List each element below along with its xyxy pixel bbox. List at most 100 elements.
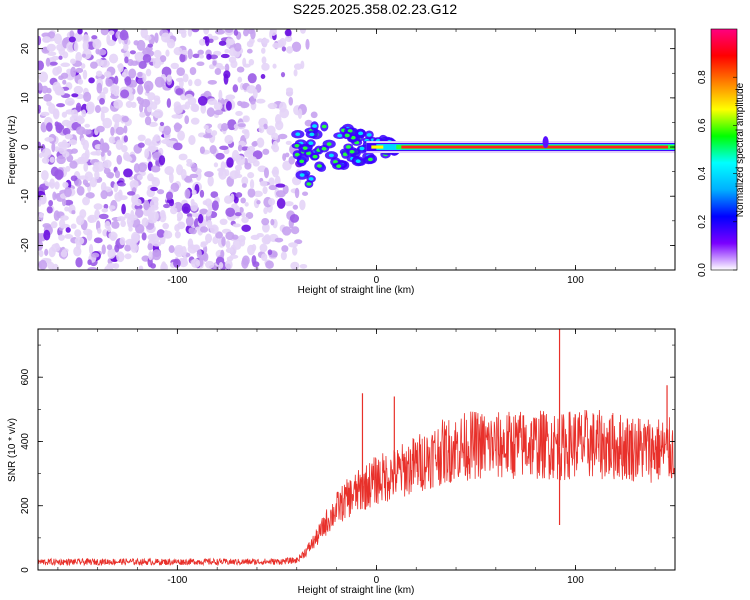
- spectrogram-noise-blob: [252, 88, 258, 99]
- snr-y-label: SNR (10 * v/v): [7, 418, 18, 482]
- spectrogram-noise-blob: [159, 121, 165, 127]
- spectrogram-noise-blob: [227, 38, 235, 44]
- spectrogram-noise-blob: [242, 115, 249, 123]
- spectrogram-noise-blob: [181, 49, 189, 55]
- spectrogram-noise-blob: [44, 137, 55, 142]
- spectrogram-noise-blob: [141, 255, 150, 262]
- spectrogram-noise-blob: [52, 81, 61, 93]
- spectrogram-noise-blob: [187, 48, 193, 60]
- spectrogram-noise-blob: [158, 155, 166, 166]
- spectrogram-noise-blob: [256, 137, 265, 148]
- spectrogram-noise-blob: [87, 267, 98, 270]
- spectrogram-transition-core: [366, 133, 372, 137]
- spectrogram-noise-blob: [159, 210, 166, 219]
- spectrogram-noise-blob: [174, 224, 180, 232]
- spectrogram-noise-blob: [237, 76, 243, 83]
- spectrogram-noise-blob: [69, 160, 78, 169]
- spectrogram-noise-blob: [243, 63, 251, 68]
- spectrogram-noise-blob: [247, 29, 255, 35]
- spectrogram-noise-blob: [115, 139, 123, 151]
- spectrogram-noise-blob: [120, 220, 126, 228]
- spectrogram-noise-blob: [262, 148, 270, 155]
- spectrogram-noise-blob: [224, 48, 230, 54]
- spectrogram-noise-blob: [297, 108, 303, 119]
- spectrogram-noise-blob: [224, 63, 230, 73]
- spectrogram-noise-blob: [205, 233, 213, 244]
- spectrogram-noise-blob: [133, 40, 139, 46]
- spectrogram-noise-blob: [280, 71, 286, 78]
- spectrogram-noise-blob: [218, 261, 224, 269]
- spectrogram-noise-blob: [136, 96, 142, 102]
- spectrogram-noise-blob: [65, 227, 71, 233]
- spectrogram-noise-blob: [162, 222, 170, 230]
- spectrogram-noise-blob: [284, 35, 293, 42]
- spectrogram-noise-blob: [101, 208, 109, 213]
- spectrogram-noise-blob: [64, 133, 73, 140]
- spectrogram-noise-blob: [107, 248, 116, 259]
- spectrogram-noise-blob: [163, 230, 173, 239]
- spectrogram-noise-blob: [64, 206, 69, 212]
- spectrogram-noise-blob: [128, 68, 137, 79]
- spectrogram-noise-blob: [263, 123, 268, 130]
- spectrogram-noise-blob: [190, 245, 199, 250]
- spectrogram-noise-blob: [260, 73, 266, 80]
- spectrogram-noise-blob: [259, 180, 268, 187]
- spectrogram-noise-blob: [75, 105, 82, 112]
- spectrogram-noise-blob: [42, 36, 51, 43]
- spectrogram-transition-core: [305, 151, 311, 156]
- spectrogram-noise-blob: [294, 187, 300, 199]
- spectrogram-noise-blob: [116, 251, 125, 263]
- spectrogram-noise-blob: [102, 117, 113, 129]
- spectrogram-noise-blob: [83, 91, 92, 103]
- spectrogram-transition-core: [349, 149, 355, 154]
- y-tick-label: 0: [20, 144, 31, 150]
- spectrogram-noise-blob: [234, 42, 242, 52]
- spectrogram-noise-blob: [91, 252, 100, 258]
- spectrogram-noise-blob: [160, 79, 166, 87]
- spectrogram-noise-blob: [65, 109, 75, 115]
- spectrogram-noise-blob: [118, 182, 126, 187]
- spectrogram-noise-blob: [98, 213, 109, 220]
- spectrogram-noise-blob: [157, 189, 165, 195]
- spectrogram-noise-blob: [173, 247, 183, 255]
- spectrogram-noise-blob: [62, 127, 71, 136]
- spectrogram-noise-blob: [42, 223, 52, 229]
- spectrogram-noise-blob: [153, 109, 164, 119]
- spectrogram-noise-blob: [100, 151, 105, 157]
- spectrogram-noise-blob: [108, 53, 119, 64]
- spectrogram-noise-blob: [237, 144, 243, 152]
- spectrogram-noise-blob: [212, 236, 219, 245]
- spectrogram-noise-blob: [168, 245, 175, 253]
- spectrogram-noise-blob: [124, 76, 132, 86]
- x-tick-label: -100: [167, 575, 187, 586]
- spectrogram-noise-blob: [87, 259, 92, 266]
- spectrogram-transition-core: [367, 157, 373, 162]
- spectrogram-noise-blob: [235, 192, 243, 198]
- spectrogram-noise-blob: [51, 243, 61, 253]
- colorbar: 0.0 0.2 0.4 0.6 0.8 Normalized spectral ampl…: [697, 28, 746, 277]
- spectrogram-noise-blob: [280, 251, 287, 261]
- spectrogram-noise-blob: [290, 226, 300, 235]
- spectrogram-noise-blob: [120, 89, 130, 99]
- spectrogram-noise-blob: [60, 62, 71, 68]
- spectrogram-noise-blob: [178, 77, 184, 89]
- spectrogram-noise-blob: [187, 96, 197, 106]
- spectrogram-noise-blob: [79, 157, 89, 163]
- spectrogram-noise-blob: [268, 184, 277, 191]
- spectrogram-noise-blob: [261, 62, 270, 71]
- colorbar-tick-label: 0.2: [697, 214, 708, 228]
- spectrogram-noise-blob: [173, 258, 181, 268]
- spectrogram-noise-blob: [153, 49, 162, 59]
- spectrogram-noise-blob: [143, 199, 150, 211]
- spectrogram-noise-blob: [286, 87, 294, 93]
- spectrogram-noise-blob: [100, 29, 109, 36]
- spectrogram-noise-blob: [141, 232, 147, 241]
- spectrogram-noise-blob: [197, 213, 204, 224]
- spectrogram-transition-core: [337, 133, 343, 138]
- spectrogram-noise-blob: [299, 199, 306, 211]
- spectrogram-noise-blob: [290, 261, 300, 270]
- spectrogram-transition-core: [355, 159, 361, 164]
- spectrogram-noise-blob: [246, 48, 253, 54]
- spectrogram-noise-blob: [174, 231, 181, 239]
- spectrogram-noise-blob: [93, 237, 103, 244]
